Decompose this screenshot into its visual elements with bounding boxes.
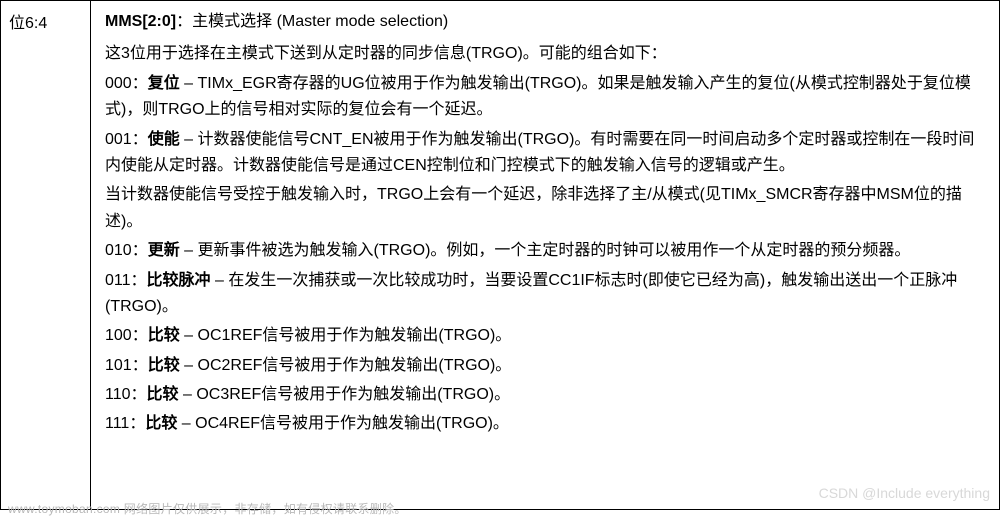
entry-dash: – bbox=[180, 242, 198, 259]
entry-name: 更新 bbox=[148, 242, 180, 259]
entry-text: OC3REF信号被用于作为触发输出(TRGO)。 bbox=[196, 386, 510, 403]
entry-dash: – bbox=[211, 272, 229, 289]
entry-code: 000： bbox=[105, 75, 148, 92]
entry-text: OC4REF信号被用于作为触发输出(TRGO)。 bbox=[195, 415, 509, 432]
entry-name: 比较 bbox=[145, 415, 177, 432]
entry-code: 111： bbox=[105, 415, 145, 432]
entry-name: 比较 bbox=[148, 357, 180, 374]
entry-name: 比较脉冲 bbox=[147, 272, 211, 289]
bit-range-label: 位6:4 bbox=[9, 15, 47, 32]
entry-code: 001： bbox=[105, 131, 148, 148]
entry-001: 001：使能 – 计数器使能信号CNT_EN被用于作为触发输出(TRGO)。有时… bbox=[105, 127, 985, 180]
watermark-right: CSDN @Include everything bbox=[819, 485, 990, 501]
entry-code: 010： bbox=[105, 242, 148, 259]
entry-001-note: 当计数器使能信号受控于触发输入时，TRGO上会有一个延迟，除非选择了主/从模式(… bbox=[105, 182, 985, 235]
field-title: 主模式选择 (Master mode selection) bbox=[192, 13, 448, 30]
entry-dash: – bbox=[180, 75, 198, 92]
entry-110: 110：比较 – OC3REF信号被用于作为触发输出(TRGO)。 bbox=[105, 382, 985, 408]
entry-101: 101：比较 – OC2REF信号被用于作为触发输出(TRGO)。 bbox=[105, 353, 985, 379]
entry-text: TIMx_EGR寄存器的UG位被用于作为触发输出(TRGO)。如果是触发输入产生… bbox=[105, 75, 971, 118]
entry-dash: – bbox=[180, 327, 198, 344]
entry-name: 比较 bbox=[148, 327, 180, 344]
entry-011: 011：比较脉冲 – 在发生一次捕获或一次比较成功时，当要设置CC1IF标志时(… bbox=[105, 268, 985, 321]
entry-text: 在发生一次捕获或一次比较成功时，当要设置CC1IF标志时(即使它已经为高)，触发… bbox=[105, 272, 957, 315]
field-sep: ： bbox=[176, 13, 192, 30]
entry-100: 100：比较 – OC1REF信号被用于作为触发输出(TRGO)。 bbox=[105, 323, 985, 349]
entry-code: 100： bbox=[105, 327, 148, 344]
entry-010: 010：更新 – 更新事件被选为触发输入(TRGO)。例如，一个主定时器的时钟可… bbox=[105, 238, 985, 264]
field-header: MMS[2:0]：主模式选择 (Master mode selection) bbox=[105, 9, 985, 35]
register-bit-table: 位6:4 MMS[2:0]：主模式选择 (Master mode selecti… bbox=[0, 0, 1000, 510]
entry-000: 000：复位 – TIMx_EGR寄存器的UG位被用于作为触发输出(TRGO)。… bbox=[105, 71, 985, 124]
field-name: MMS[2:0] bbox=[105, 13, 176, 30]
entry-111: 111：比较 – OC4REF信号被用于作为触发输出(TRGO)。 bbox=[105, 411, 985, 437]
entry-text: OC2REF信号被用于作为触发输出(TRGO)。 bbox=[198, 357, 512, 374]
entry-name: 使能 bbox=[148, 131, 180, 148]
entry-dash: – bbox=[180, 357, 198, 374]
entry-dash: – bbox=[177, 415, 195, 432]
entry-name: 比较 bbox=[147, 386, 179, 403]
entry-dash: – bbox=[180, 131, 198, 148]
entry-dash: – bbox=[179, 386, 197, 403]
entry-text: OC1REF信号被用于作为触发输出(TRGO)。 bbox=[198, 327, 512, 344]
entry-code: 101： bbox=[105, 357, 148, 374]
watermark-left: www.toymoban.com 网络图片仅供展示，非存储，如有侵权请联系删除。 bbox=[8, 500, 407, 517]
entry-code: 011： bbox=[105, 272, 147, 289]
entry-code: 110： bbox=[105, 386, 147, 403]
entry-text: 计数器使能信号CNT_EN被用于作为触发输出(TRGO)。有时需要在同一时间启动… bbox=[105, 131, 974, 174]
field-intro: 这3位用于选择在主模式下送到从定时器的同步信息(TRGO)。可能的组合如下： bbox=[105, 41, 985, 67]
entry-name: 复位 bbox=[148, 75, 180, 92]
description-cell: MMS[2:0]：主模式选择 (Master mode selection) 这… bbox=[91, 1, 999, 509]
bit-range-cell: 位6:4 bbox=[1, 1, 91, 509]
entry-text: 更新事件被选为触发输入(TRGO)。例如，一个主定时器的时钟可以被用作一个从定时… bbox=[198, 242, 911, 259]
